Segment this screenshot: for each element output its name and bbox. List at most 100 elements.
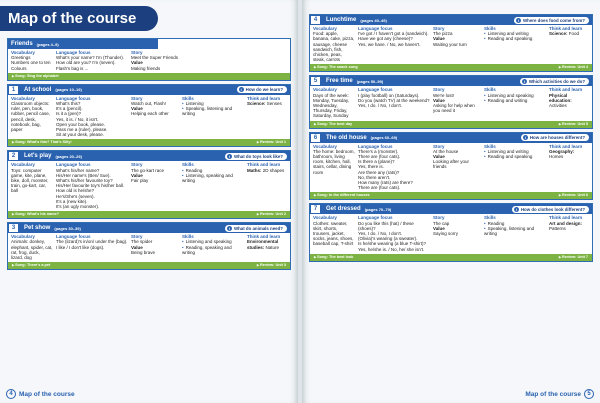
language-item: I've got / I haven't got a (sandwich). — [358, 31, 429, 37]
unit-question: i What do animals need? — [224, 224, 287, 232]
review: Review: Unit 7 — [559, 254, 588, 261]
think-topic: Patterns — [549, 225, 566, 231]
language-item: It's (an ugly monster). — [56, 204, 100, 210]
story-column: Story The spider Value Being brave — [131, 234, 179, 260]
column-header: Language focus — [56, 50, 91, 55]
vocabulary-column: Vocabulary Toys: computer game, kite, pla… — [11, 162, 53, 209]
song: Song: The snack song — [314, 64, 358, 71]
think-content: Maths: 2D shapes — [247, 168, 287, 173]
column-header: Think and learn — [247, 95, 281, 101]
language-item: Yes, I do. / No, I don't. — [358, 231, 402, 237]
column-header: Language focus — [56, 162, 91, 168]
column-header: Vocabulary — [11, 95, 35, 101]
info-icon: i — [226, 225, 232, 231]
info-icon: i — [516, 17, 522, 23]
story-column: Story At the house Value Looking after your… — [433, 144, 481, 191]
unit-box: 2 Let's play (pages 20–29) i What do toys lo… — [7, 150, 291, 220]
page-number: 4 — [6, 389, 16, 399]
unit-number: 5 — [311, 77, 320, 86]
unit-name: Let's play — [24, 153, 52, 160]
column-header: Language focus — [358, 26, 393, 31]
unit-box: 7 Get dressed (pages 70–79) i How do clothes… — [309, 203, 593, 262]
column-header: Skills — [484, 87, 496, 93]
vocabulary-column: Vocabulary Animals: donkey, elephant, spi… — [11, 234, 53, 260]
think-topic: Activities — [549, 103, 567, 109]
unit-columns: Vocabulary Toys: computer game, kite, pla… — [8, 161, 290, 211]
unit-number: 6 — [311, 133, 320, 142]
language-item: What's his/her name? — [56, 167, 100, 173]
vocabulary-column: Vocabulary The home: bedroom, bathroom, l… — [313, 144, 355, 191]
vocabulary-column: Vocabulary Days of the week: Monday, Tues… — [313, 87, 355, 118]
language-item: Do you (watch TV) at the weekend? — [358, 97, 430, 103]
vocabulary-item: Classroom objects: ruler, pen, book, rub… — [11, 101, 51, 133]
song: Song: What's this? That's Silly! — [12, 139, 71, 146]
unit-pages: (pages 4–9) — [36, 41, 59, 47]
story-value: Helping each other — [131, 111, 169, 117]
left-page: Map of the course Friends (pages 4–9) Voca… — [0, 0, 298, 403]
language-column: Language focus Do you like this (hat) / t… — [358, 215, 430, 251]
skill-item: Speaking, listening and writing — [182, 106, 244, 116]
unit-columns: Vocabulary Animals: donkey, elephant, spi… — [8, 233, 290, 262]
language-item: I (play football) on (Saturdays). — [358, 92, 420, 98]
column-header: Language focus — [358, 143, 393, 149]
unit-pages: (pages 20–29) — [55, 153, 82, 159]
column-header: Skills — [182, 234, 194, 240]
song: Song: What's his name? — [12, 211, 59, 218]
language-item: Have we got any (cheese)? — [358, 36, 413, 42]
language-item: Yes, we have. / No, we haven't. — [358, 41, 421, 47]
value-label: Value — [433, 97, 445, 103]
skill-item: Listening — [182, 101, 244, 106]
skills-column: SkillsReadingListening, speaking and wri… — [182, 162, 244, 209]
unit-number: 3 — [9, 224, 18, 233]
language-item: His/Her name's (Ben/ Sue). — [56, 172, 111, 178]
unit-header: 1 At school (pages 10–19) i How do we learn? — [8, 84, 290, 95]
skills-column: SkillsReadingSpeaking, listening and wri… — [484, 215, 546, 251]
unit-pages: (pages 70–79) — [364, 206, 392, 212]
story-value: Waiting your turn — [433, 41, 467, 47]
page-title: Map of the course — [0, 6, 159, 31]
story-title: At the house — [433, 148, 459, 154]
language-item: How old is he/she? — [56, 188, 95, 194]
song: Song: The best look — [314, 254, 353, 261]
language-item: What's your name? I'm (Thunder). — [56, 55, 124, 61]
skill-item: Listening, speaking and writing — [182, 173, 244, 183]
unit-footer-bar: Song: The best look Review: Unit 7 — [310, 253, 592, 261]
unit-box: 1 At school (pages 10–19) i How do we learn?… — [7, 83, 291, 148]
language-item: Is he/she wearing (a blue T-shirt)? — [358, 241, 426, 247]
review: Review: Unit 2 — [257, 211, 286, 218]
unit-box: 6 The old house (pages 60–69) i How are hous… — [309, 131, 593, 201]
song: Song: There's a pet — [12, 262, 50, 269]
unit-header: Friends (pages 4–9) — [8, 39, 158, 49]
column-header: Vocabulary — [11, 234, 35, 240]
think-subject: Science: — [247, 101, 266, 107]
value-label: Value — [131, 172, 143, 178]
think-column — [247, 50, 287, 71]
skill-item: Reading — [484, 221, 546, 226]
skill-item: Listening and speaking — [484, 93, 546, 98]
story-value: Asking for help when you need it — [433, 103, 475, 114]
unit-footer-bar: Song: The snack song Review: Unit 4 — [310, 64, 592, 72]
page-number: 5 — [584, 389, 594, 399]
vocabulary-item: Toys: computer game, kite, plane, bike, … — [11, 167, 49, 194]
column-header: Think and learn — [549, 143, 583, 149]
value-label: Value — [131, 60, 143, 66]
language-item: Yes, he/she is. / No, he/ she isn't. — [358, 246, 425, 252]
language-item: How old are you? I'm (seven). — [56, 60, 116, 66]
skills-column: SkillsListening and writingReading and s… — [484, 26, 546, 62]
unit-pages: (pages 40–49) — [360, 17, 387, 23]
think-subject: Geography: — [549, 148, 575, 154]
language-item: (Olivia)'s wearing (a sweater). — [358, 236, 418, 242]
column-header: Skills — [484, 143, 496, 149]
think-content: Science: Food — [549, 31, 589, 36]
song: Song: In the different houses — [314, 192, 370, 199]
language-item: Is there a (plane)? — [358, 159, 395, 165]
think-content: Science: Senses — [247, 101, 287, 106]
column-header: Language focus — [358, 87, 393, 93]
column-header: Vocabulary — [11, 162, 35, 168]
unit-number: 7 — [311, 205, 320, 214]
column-header: Think and learn — [247, 234, 281, 240]
unit-question: i How are houses different? — [520, 134, 589, 142]
column-header: Language focus — [358, 215, 393, 221]
column-header: Story — [433, 143, 445, 149]
unit-columns: Vocabulary Greetings Numbers one to ten Col… — [8, 49, 290, 73]
